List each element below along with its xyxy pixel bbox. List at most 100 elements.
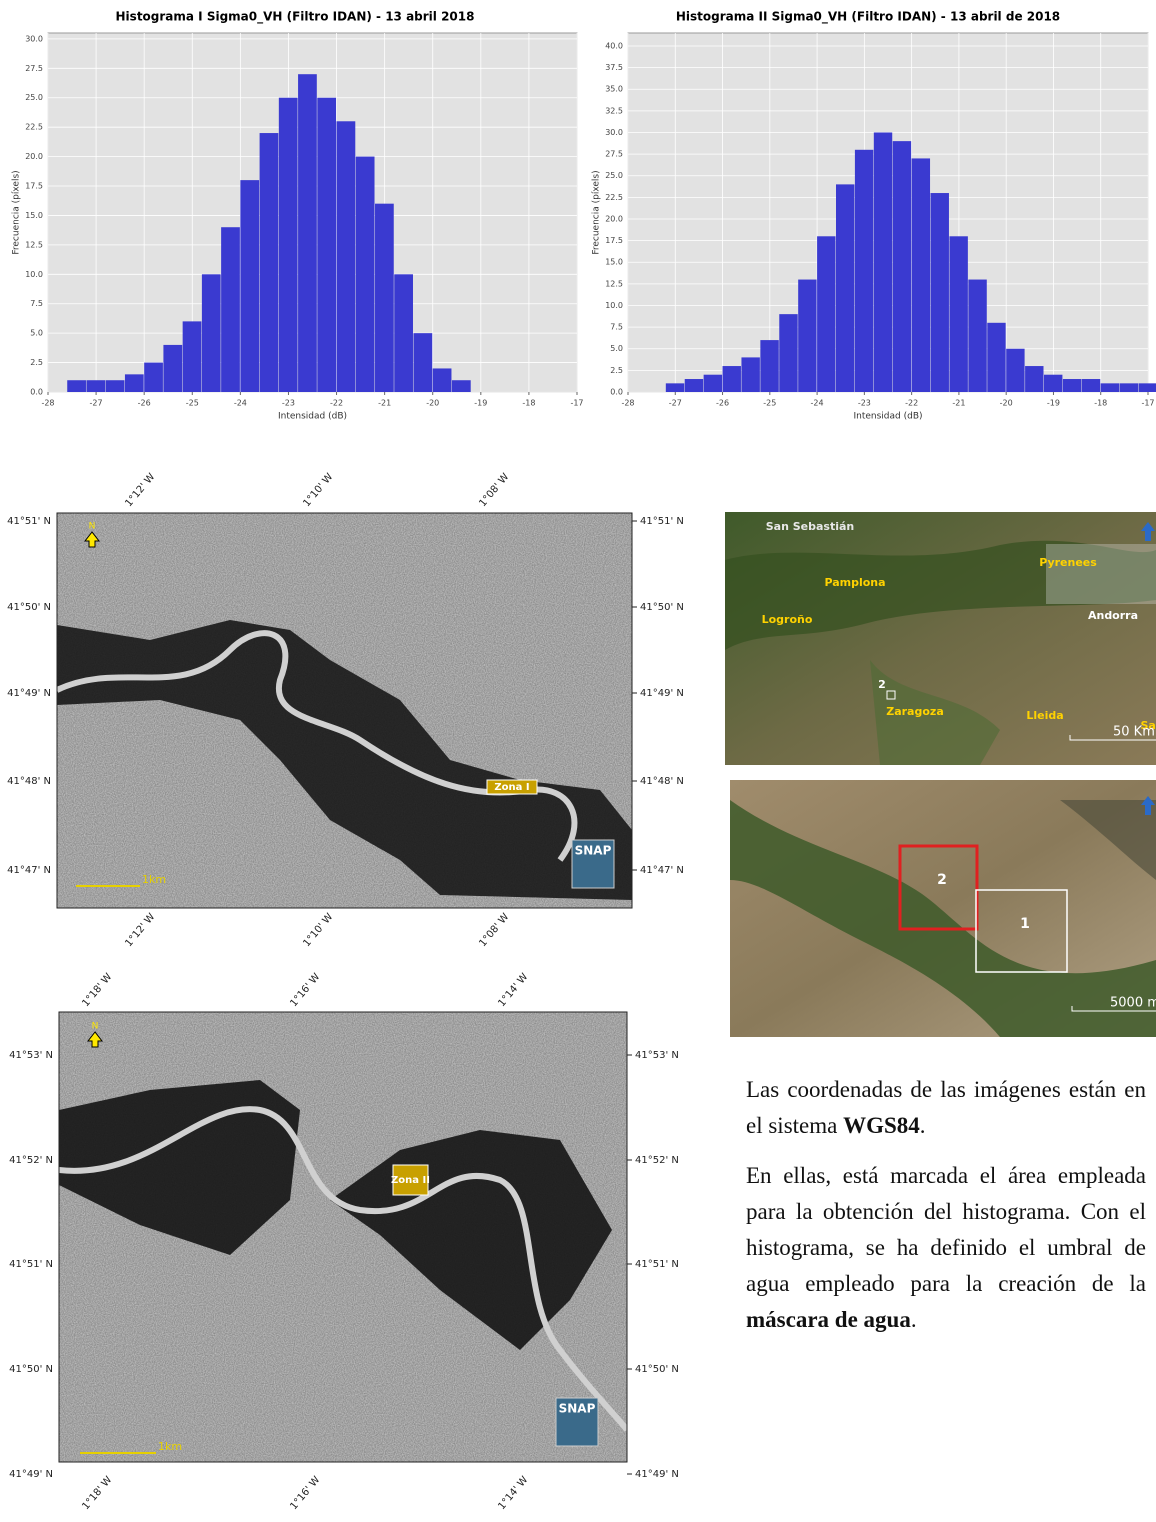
paragraph: Las coordenadas de las imágenes están en… bbox=[746, 1072, 1146, 1144]
place-label: Pyrenees bbox=[1039, 556, 1097, 569]
latitude-label: 41°52' N bbox=[9, 1155, 53, 1166]
histogram-bar bbox=[298, 74, 317, 392]
histogram-bar bbox=[968, 280, 986, 392]
y-tick-label: 32.5 bbox=[605, 106, 623, 115]
longitude-label: 1°08' W bbox=[477, 911, 511, 949]
histogram-bar bbox=[183, 321, 202, 392]
histogram-bar bbox=[798, 280, 816, 392]
x-axis-label: Intensidad (dB) bbox=[278, 412, 347, 422]
y-tick-label: 37.5 bbox=[605, 63, 623, 72]
x-tick-label: -22 bbox=[330, 399, 343, 408]
y-tick-label: 17.5 bbox=[25, 182, 43, 191]
latitude-label: 41°51' N bbox=[640, 516, 684, 527]
y-tick-label: 27.5 bbox=[605, 150, 623, 159]
locator-map-1 bbox=[725, 512, 1156, 765]
histogram-bar bbox=[666, 383, 684, 392]
y-tick-label: 25.0 bbox=[25, 93, 43, 102]
paragraph: En ellas, está marcada el área empleada … bbox=[746, 1158, 1146, 1338]
latitude-label: 41°53' N bbox=[635, 1050, 679, 1061]
histogram-bar bbox=[452, 380, 471, 392]
place-label: Pamplona bbox=[824, 576, 885, 589]
histogram-bar bbox=[86, 380, 105, 392]
latitude-label: 41°52' N bbox=[635, 1155, 679, 1166]
latitude-label: 41°49' N bbox=[9, 1469, 53, 1480]
histogram-bar bbox=[949, 236, 967, 392]
y-tick-label: 22.5 bbox=[25, 123, 43, 132]
chart-title: Histograma I Sigma0_VH (Filtro IDAN) - 1… bbox=[116, 10, 475, 25]
histogram-bar bbox=[723, 366, 741, 392]
latitude-label: 41°49' N bbox=[635, 1469, 679, 1480]
y-tick-label: 0.0 bbox=[610, 388, 623, 397]
zone-label: Zona I bbox=[494, 782, 529, 793]
y-tick-label: 10.0 bbox=[605, 301, 623, 310]
latitude-label: 41°50' N bbox=[7, 602, 51, 613]
longitude-label: 1°08' W bbox=[477, 471, 511, 509]
y-axis-label: Frecuencia (píxels) bbox=[12, 170, 22, 254]
x-tick-label: -23 bbox=[282, 399, 295, 408]
y-tick-label: 15.0 bbox=[605, 258, 623, 267]
logo-label: SNAP bbox=[559, 1402, 596, 1416]
latitude-label: 41°50' N bbox=[9, 1364, 53, 1375]
histogram-bar bbox=[144, 363, 163, 392]
x-tick-label: -18 bbox=[1094, 399, 1107, 408]
place-label: Zaragoza bbox=[886, 705, 944, 718]
scale-label: 5000 m bbox=[1110, 996, 1156, 1011]
scale-label: 50 Km bbox=[1113, 725, 1155, 740]
latitude-label: 41°48' N bbox=[7, 776, 51, 787]
longitude-label: 1°16' W bbox=[288, 971, 322, 1009]
histogram-bar bbox=[1044, 375, 1062, 392]
x-tick-label: -25 bbox=[186, 399, 199, 408]
longitude-label: 1°12' W bbox=[123, 911, 157, 949]
page: Histograma I Sigma0_VH (Filtro IDAN) - 1… bbox=[0, 0, 1156, 1522]
histogram-bar bbox=[67, 380, 86, 392]
y-tick-label: 5.0 bbox=[30, 329, 43, 338]
x-tick-label: -27 bbox=[669, 399, 682, 408]
histogram-bar bbox=[741, 357, 759, 392]
place-label: 2 bbox=[937, 872, 947, 888]
histogram-bar bbox=[760, 340, 778, 392]
x-tick-label: -20 bbox=[426, 399, 439, 408]
north-label: N bbox=[89, 522, 96, 532]
histogram-bar bbox=[433, 368, 452, 392]
x-tick-label: -24 bbox=[811, 399, 824, 408]
histogram-bar bbox=[202, 274, 221, 392]
histogram-bar bbox=[779, 314, 797, 392]
longitude-label: 1°18' W bbox=[80, 1474, 114, 1512]
y-tick-label: 40.0 bbox=[605, 41, 623, 50]
logo-label: SNAP bbox=[575, 844, 612, 858]
scale-label: 1km bbox=[142, 873, 166, 886]
x-tick-label: -25 bbox=[763, 399, 776, 408]
histogram-bar bbox=[836, 184, 854, 392]
histogram-bar bbox=[874, 132, 892, 392]
place-label: Lleida bbox=[1026, 709, 1063, 722]
latitude-label: 41°48' N bbox=[640, 776, 684, 787]
longitude-label: 1°12' W bbox=[123, 471, 157, 509]
histogram-bar bbox=[106, 380, 125, 392]
x-axis-label: Intensidad (dB) bbox=[853, 412, 922, 422]
histogram-bar bbox=[375, 204, 394, 392]
y-tick-label: 22.5 bbox=[605, 193, 623, 202]
x-tick-label: -17 bbox=[570, 399, 583, 408]
longitude-label: 1°16' W bbox=[288, 1474, 322, 1512]
histogram-bar bbox=[893, 141, 911, 392]
y-tick-label: 5.0 bbox=[610, 344, 623, 353]
latitude-label: 41°49' N bbox=[7, 688, 51, 699]
longitude-label: 1°10' W bbox=[301, 911, 335, 949]
x-tick-label: -19 bbox=[1047, 399, 1060, 408]
y-tick-label: 27.5 bbox=[25, 64, 43, 73]
histogram-bar bbox=[1120, 383, 1138, 392]
histogram-bar bbox=[413, 333, 432, 392]
scale-label: 1km bbox=[158, 1440, 182, 1453]
x-tick-label: -23 bbox=[858, 399, 871, 408]
x-tick-label: -18 bbox=[522, 399, 535, 408]
y-tick-label: 20.0 bbox=[25, 152, 43, 161]
latitude-label: 41°47' N bbox=[640, 865, 684, 876]
y-tick-label: 7.5 bbox=[610, 323, 623, 332]
y-tick-label: 2.5 bbox=[610, 366, 623, 375]
histogram-bar bbox=[685, 379, 703, 392]
text: Las coordenadas de las imágenes están en… bbox=[746, 1077, 1146, 1138]
bold-text: máscara de agua bbox=[746, 1307, 911, 1332]
x-tick-label: -28 bbox=[621, 399, 634, 408]
text: . bbox=[920, 1113, 926, 1138]
latitude-label: 41°49' N bbox=[640, 688, 684, 699]
